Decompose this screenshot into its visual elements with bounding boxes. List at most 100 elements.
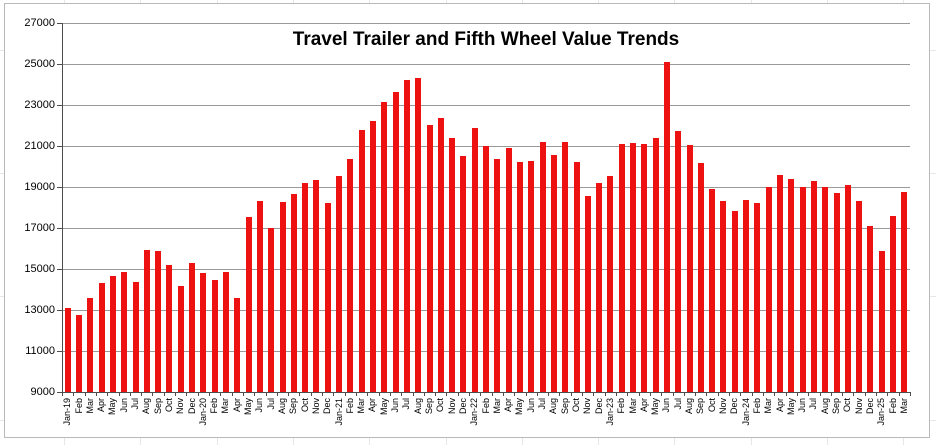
bar bbox=[596, 183, 603, 392]
x-axis-label: Dec bbox=[186, 398, 197, 415]
bar bbox=[403, 80, 410, 392]
x-axis-tick bbox=[356, 392, 357, 396]
x-axis-label: Mar bbox=[898, 398, 909, 414]
y-axis-label: 17000 bbox=[24, 222, 55, 234]
y-axis-label: 23000 bbox=[24, 99, 55, 111]
x-axis-tick bbox=[232, 392, 233, 396]
bar bbox=[324, 203, 331, 392]
x-axis-label: Nov bbox=[853, 398, 864, 415]
x-axis-label: Oct bbox=[435, 398, 446, 413]
x-axis-tick bbox=[559, 392, 560, 396]
bar bbox=[810, 181, 817, 392]
bar bbox=[166, 265, 173, 392]
x-axis-label: Mar bbox=[627, 398, 638, 414]
bar bbox=[121, 272, 128, 392]
y-axis-tick bbox=[57, 351, 62, 352]
x-axis-tick bbox=[424, 392, 425, 396]
x-axis-label: Apr bbox=[774, 398, 785, 413]
x-axis-label: Apr bbox=[367, 398, 378, 413]
x-axis-tick bbox=[266, 392, 267, 396]
x-axis-label: Aug bbox=[684, 398, 694, 415]
x-axis-tick bbox=[763, 392, 764, 396]
bar bbox=[754, 203, 761, 392]
x-axis-tick bbox=[627, 392, 628, 396]
x-axis-tick bbox=[73, 392, 74, 396]
x-axis-tick bbox=[401, 392, 402, 396]
gridline bbox=[62, 105, 910, 106]
x-axis-label: Feb bbox=[887, 398, 898, 414]
bar bbox=[336, 176, 342, 392]
x-axis-label: Aug bbox=[819, 398, 830, 415]
x-axis-tick bbox=[729, 392, 730, 396]
x-axis-tick bbox=[537, 392, 538, 396]
x-axis-label: Feb bbox=[751, 398, 762, 414]
x-axis-tick bbox=[910, 392, 911, 396]
x-axis-tick bbox=[650, 392, 651, 396]
bar bbox=[618, 144, 625, 392]
x-axis-tick bbox=[220, 392, 221, 396]
x-axis-label: Mar bbox=[84, 398, 95, 414]
x-axis-tick bbox=[130, 392, 131, 396]
chart-title: Travel Trailer and Fifth Wheel Value Tre… bbox=[292, 29, 680, 50]
bar bbox=[256, 201, 263, 392]
x-axis-tick bbox=[288, 392, 289, 396]
x-axis-label: May bbox=[378, 398, 389, 416]
y-axis-tick bbox=[57, 105, 62, 106]
bar bbox=[799, 187, 806, 392]
x-axis-label: Oct bbox=[706, 398, 717, 413]
bar bbox=[347, 159, 354, 392]
x-axis-label: Nov bbox=[175, 398, 186, 415]
bar bbox=[607, 176, 614, 392]
y-axis-label: 11000 bbox=[25, 345, 55, 357]
bar bbox=[234, 298, 241, 392]
x-axis-label: May bbox=[785, 398, 796, 416]
y-axis-label: 27000 bbox=[24, 17, 55, 29]
bar bbox=[189, 263, 195, 392]
x-axis-label: Nov bbox=[582, 398, 593, 415]
bar bbox=[64, 308, 71, 392]
x-axis-tick bbox=[593, 392, 594, 396]
bar bbox=[630, 143, 636, 392]
bar bbox=[505, 148, 512, 392]
x-axis-tick bbox=[639, 392, 640, 396]
x-axis-label: Feb bbox=[73, 398, 84, 414]
bar bbox=[155, 251, 162, 392]
x-axis-tick bbox=[311, 392, 312, 396]
x-axis-tick bbox=[85, 392, 86, 396]
x-axis-tick bbox=[413, 392, 414, 396]
y-axis-tick bbox=[57, 187, 62, 188]
bar bbox=[652, 138, 659, 392]
bar bbox=[901, 192, 908, 392]
bar bbox=[177, 286, 184, 392]
x-axis-label: Jan-25 bbox=[876, 398, 887, 426]
x-axis-label: Oct bbox=[842, 398, 853, 413]
bar bbox=[415, 78, 422, 392]
x-axis-tick bbox=[684, 392, 685, 396]
x-axis-label: Jun bbox=[254, 398, 265, 413]
bar bbox=[867, 226, 874, 392]
y-axis-label: 21000 bbox=[24, 140, 55, 152]
x-axis-tick bbox=[345, 392, 346, 396]
x-axis-tick bbox=[333, 392, 334, 396]
bar bbox=[641, 144, 648, 392]
x-axis-tick bbox=[695, 392, 696, 396]
bar bbox=[697, 163, 704, 392]
x-axis-tick bbox=[514, 392, 515, 396]
bar bbox=[528, 161, 535, 392]
bar bbox=[98, 283, 105, 392]
x-axis-tick bbox=[152, 392, 153, 396]
bar bbox=[550, 155, 557, 392]
bar bbox=[731, 211, 738, 392]
bar bbox=[788, 179, 795, 392]
x-axis-tick bbox=[107, 392, 108, 396]
x-axis-label: Aug bbox=[548, 398, 559, 415]
x-axis-tick bbox=[62, 392, 63, 396]
y-axis-tick bbox=[57, 146, 62, 147]
x-axis-label: Jul bbox=[672, 398, 683, 410]
x-axis-label: Jan-19 bbox=[62, 398, 73, 426]
x-axis-label: Mar bbox=[763, 398, 774, 414]
x-axis-tick bbox=[831, 392, 832, 396]
x-axis-tick bbox=[503, 392, 504, 396]
x-axis-label: Dec bbox=[729, 398, 740, 415]
x-axis-tick bbox=[899, 392, 900, 396]
